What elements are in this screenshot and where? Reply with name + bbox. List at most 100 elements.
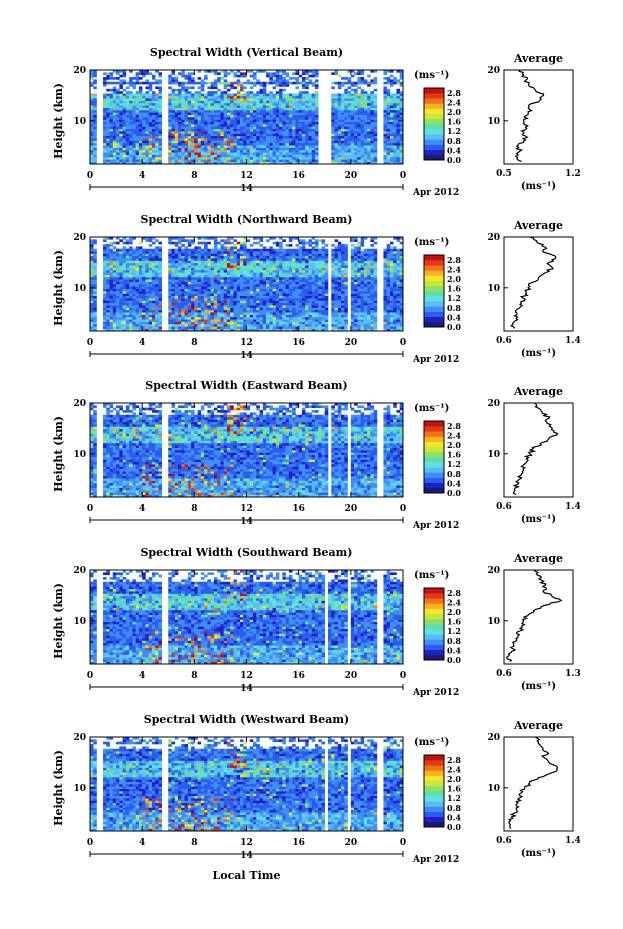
heatmap-cell bbox=[136, 129, 140, 132]
heatmap-cell bbox=[282, 131, 286, 134]
heatmap-cell bbox=[90, 84, 94, 87]
heatmap-cell bbox=[142, 115, 146, 118]
heatmap-cell bbox=[233, 246, 237, 249]
heatmap-cell bbox=[175, 326, 179, 329]
heatmap-cell bbox=[279, 103, 283, 106]
heatmap-cell bbox=[198, 315, 202, 318]
heatmap-cell bbox=[132, 152, 136, 155]
heatmap-cell bbox=[149, 108, 153, 111]
heatmap-cell bbox=[152, 293, 156, 296]
heatmap-cell bbox=[243, 298, 247, 301]
heatmap-cell bbox=[139, 253, 143, 256]
heatmap-cell bbox=[175, 89, 179, 92]
heatmap-cell bbox=[181, 124, 185, 127]
heatmap-cell bbox=[253, 84, 257, 87]
heatmap-cell bbox=[181, 289, 185, 292]
heatmap-cell bbox=[132, 249, 136, 252]
heatmap-cell bbox=[253, 141, 257, 144]
heatmap-cell bbox=[149, 94, 153, 97]
heatmap-cell bbox=[308, 98, 312, 101]
heatmap-cell bbox=[344, 131, 348, 134]
heatmap-cell bbox=[142, 126, 146, 129]
heatmap-cell bbox=[204, 110, 208, 113]
heatmap-cell bbox=[90, 298, 94, 301]
heatmap-cell bbox=[185, 77, 189, 80]
heatmap-cell bbox=[93, 101, 97, 104]
heatmap-cell bbox=[110, 326, 114, 329]
heatmap-cell bbox=[175, 253, 179, 256]
heatmap-cell bbox=[152, 94, 156, 97]
heatmap-cell bbox=[233, 282, 237, 285]
heatmap-cell bbox=[227, 251, 231, 254]
heatmap-cell bbox=[338, 98, 342, 101]
heatmap-cell bbox=[149, 263, 153, 266]
heatmap-cell bbox=[387, 143, 391, 146]
heatmap-cell bbox=[224, 239, 228, 242]
heatmap-cell bbox=[181, 136, 185, 139]
heatmap-cell bbox=[256, 138, 260, 141]
heatmap-cell bbox=[155, 155, 159, 158]
heatmap-cell bbox=[204, 258, 208, 261]
heatmap-cell bbox=[145, 263, 149, 266]
heatmap-cell bbox=[243, 105, 247, 108]
heatmap-cell bbox=[247, 298, 251, 301]
heatmap-cell bbox=[286, 152, 290, 155]
heatmap-cell bbox=[185, 263, 189, 266]
heatmap-cell bbox=[250, 249, 254, 252]
heatmap-cell bbox=[338, 136, 342, 139]
heatmap-cell bbox=[119, 145, 123, 148]
chart-title: Spectral Width (Northward Beam) bbox=[141, 213, 353, 226]
heatmap-cell bbox=[266, 282, 270, 285]
heatmap-cell bbox=[338, 84, 342, 87]
heatmap-cell bbox=[158, 242, 162, 245]
heatmap-cell bbox=[93, 300, 97, 303]
heatmap-cell bbox=[113, 315, 117, 318]
heatmap-cell bbox=[145, 110, 149, 113]
heatmap-cell bbox=[286, 138, 290, 141]
heatmap-cell bbox=[308, 82, 312, 85]
heatmap-cell bbox=[331, 131, 335, 134]
heatmap-cell bbox=[110, 305, 114, 308]
heatmap-cell bbox=[106, 112, 110, 115]
heatmap-cell bbox=[230, 126, 234, 129]
heatmap-cell bbox=[256, 317, 260, 320]
heatmap-cell bbox=[289, 94, 293, 97]
heatmap-cell bbox=[116, 155, 120, 158]
heatmap-cell bbox=[119, 326, 123, 329]
heatmap-cell bbox=[119, 133, 123, 136]
heatmap-cell bbox=[357, 131, 361, 134]
heatmap-cell bbox=[312, 150, 316, 153]
heatmap-cell bbox=[106, 103, 110, 106]
heatmap-cell bbox=[279, 82, 283, 85]
heatmap-cell bbox=[224, 143, 228, 146]
heatmap-cell bbox=[269, 77, 273, 80]
heatmap-cell bbox=[93, 305, 97, 308]
heatmap-cell bbox=[279, 150, 283, 153]
heatmap-cell bbox=[198, 261, 202, 264]
heatmap-cell bbox=[286, 141, 290, 144]
heatmap-cell bbox=[132, 84, 136, 87]
heatmap-cell bbox=[175, 277, 179, 280]
heatmap-cell bbox=[172, 277, 176, 280]
heatmap-cell bbox=[260, 110, 264, 113]
heatmap-cell bbox=[185, 110, 189, 113]
heatmap-cell bbox=[172, 284, 176, 287]
heatmap-cell bbox=[230, 317, 234, 320]
heatmap-cell bbox=[110, 258, 114, 261]
heatmap-cell bbox=[390, 84, 394, 87]
heatmap-cell bbox=[247, 105, 251, 108]
heatmap-cell bbox=[266, 98, 270, 101]
heatmap-cell bbox=[194, 317, 198, 320]
heatmap-cell bbox=[263, 326, 267, 329]
heatmap-cell bbox=[348, 110, 352, 113]
heatmap-cell bbox=[152, 82, 156, 85]
heatmap-cell bbox=[269, 122, 273, 125]
heatmap-cell bbox=[315, 94, 319, 97]
heatmap-cell bbox=[136, 108, 140, 111]
heatmap-cell bbox=[119, 298, 123, 301]
heatmap-cell bbox=[292, 96, 296, 99]
heatmap-cell bbox=[158, 129, 162, 132]
heatmap-cell bbox=[344, 82, 348, 85]
heatmap-cell bbox=[220, 268, 224, 271]
heatmap-cell bbox=[276, 103, 280, 106]
